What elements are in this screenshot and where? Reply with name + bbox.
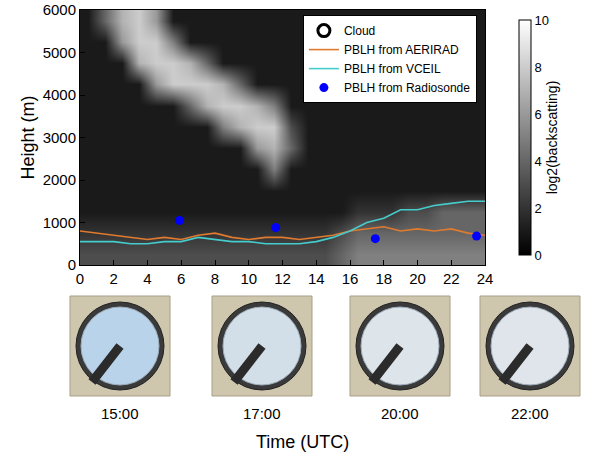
svg-text:15:00: 15:00 xyxy=(101,405,139,422)
svg-text:PBLH from Radiosonde: PBLH from Radiosonde xyxy=(344,81,470,95)
svg-text:6: 6 xyxy=(535,107,542,122)
svg-text:8: 8 xyxy=(211,270,219,287)
svg-text:0: 0 xyxy=(68,256,76,273)
svg-text:Height (m): Height (m) xyxy=(18,95,38,179)
svg-text:Cloud: Cloud xyxy=(344,24,375,38)
svg-text:12: 12 xyxy=(274,270,291,287)
svg-text:4000: 4000 xyxy=(43,86,76,103)
svg-text:PBLH from AERIRAD: PBLH from AERIRAD xyxy=(344,43,459,57)
svg-text:10: 10 xyxy=(535,13,549,28)
svg-text:18: 18 xyxy=(375,270,392,287)
svg-text:16: 16 xyxy=(342,270,359,287)
svg-text:24: 24 xyxy=(477,270,494,287)
svg-text:0: 0 xyxy=(76,270,84,287)
svg-text:20: 20 xyxy=(409,270,426,287)
svg-text:5000: 5000 xyxy=(43,44,76,61)
svg-text:PBLH from VCEIL: PBLH from VCEIL xyxy=(344,62,441,76)
svg-text:2000: 2000 xyxy=(43,171,76,188)
svg-text:6: 6 xyxy=(177,270,185,287)
svg-text:2: 2 xyxy=(535,201,542,216)
svg-text:22: 22 xyxy=(443,270,460,287)
svg-text:Time (UTC): Time (UTC) xyxy=(256,432,349,452)
svg-text:4: 4 xyxy=(143,270,151,287)
svg-text:4: 4 xyxy=(535,154,542,169)
svg-text:20:00: 20:00 xyxy=(381,405,419,422)
svg-text:1000: 1000 xyxy=(43,214,76,231)
svg-text:3000: 3000 xyxy=(43,129,76,146)
svg-text:6000: 6000 xyxy=(43,1,76,18)
svg-text:2: 2 xyxy=(110,270,118,287)
svg-text:8: 8 xyxy=(535,60,542,75)
svg-text:0: 0 xyxy=(535,248,542,263)
svg-text:22:00: 22:00 xyxy=(511,405,549,422)
svg-text:17:00: 17:00 xyxy=(243,405,281,422)
svg-text:14: 14 xyxy=(308,270,325,287)
svg-text:10: 10 xyxy=(240,270,257,287)
svg-text:log2(backscatting): log2(backscatting) xyxy=(544,81,560,195)
